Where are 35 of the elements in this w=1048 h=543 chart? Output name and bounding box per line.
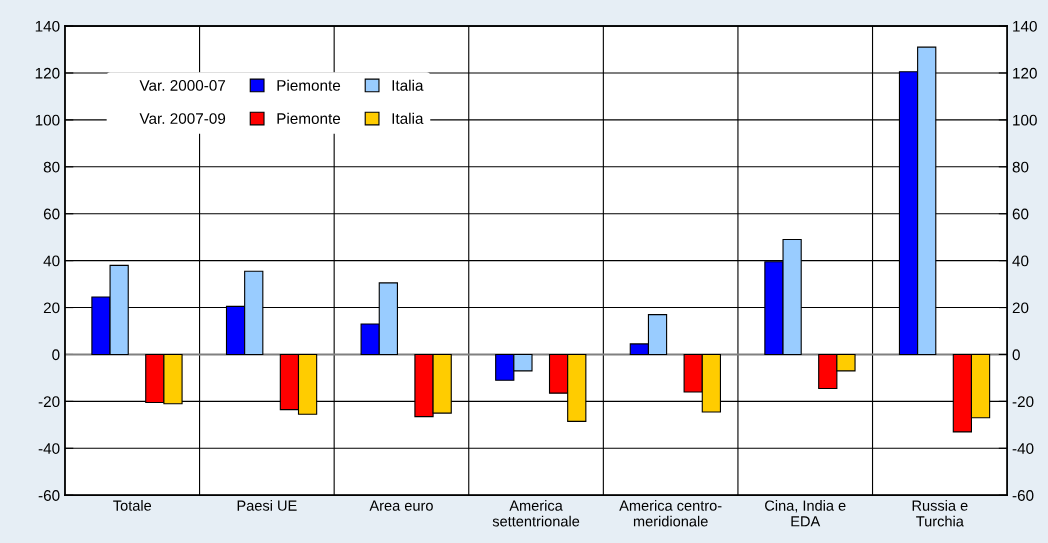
y2-tick-label: 140 bbox=[1013, 20, 1037, 32]
y-tick-label: 140 bbox=[35, 20, 60, 32]
y-tick-label: 80 bbox=[43, 161, 60, 173]
x-tick-label: America centro- meridionale bbox=[619, 500, 722, 527]
y2-tick-label: 100 bbox=[1013, 114, 1037, 126]
x-tick-label: Totale bbox=[113, 500, 152, 511]
annotation: Var. 2000-07 bbox=[139, 80, 226, 91]
y-tick-label: 120 bbox=[35, 67, 60, 79]
y2-tick-label: -40 bbox=[1012, 443, 1034, 454]
x-tick-label: Area euro bbox=[369, 500, 433, 511]
y2-tick-label: -60 bbox=[1012, 490, 1034, 501]
x-tick-label: Cina, India e EDA bbox=[765, 500, 846, 527]
y-tick-label: -60 bbox=[38, 490, 60, 501]
y2-tick-label: 20 bbox=[1012, 302, 1029, 314]
legend-label: Piemonte bbox=[277, 112, 341, 124]
annotation: Var. 2007-09 bbox=[139, 113, 226, 124]
y-tick-label: 20 bbox=[43, 302, 60, 314]
y-tick-label: -40 bbox=[38, 443, 60, 454]
y2-tick-label: 120 bbox=[1013, 67, 1037, 79]
legend-label: Piemonte bbox=[277, 79, 341, 91]
y2-tick-label: 80 bbox=[1012, 161, 1029, 173]
y-tick-label: 40 bbox=[43, 255, 60, 267]
legend-label: Italia bbox=[392, 112, 424, 124]
x-tick-label: America settentrionale bbox=[492, 500, 580, 527]
y-tick-label: 60 bbox=[43, 208, 60, 220]
x-tick-label: Russia e Turchia bbox=[912, 500, 968, 527]
x-tick-label: Paesi UE bbox=[237, 500, 297, 511]
y-tick-label: -20 bbox=[38, 396, 60, 408]
y2-tick-label: 40 bbox=[1012, 255, 1029, 267]
y2-tick-label: 0 bbox=[1012, 349, 1020, 361]
y-tick-label: 0 bbox=[52, 349, 60, 361]
y2-tick-label: 60 bbox=[1012, 208, 1029, 220]
legend-label: Italia bbox=[392, 79, 424, 91]
y2-tick-label: -20 bbox=[1012, 396, 1034, 408]
y-tick-label: 100 bbox=[35, 114, 60, 126]
